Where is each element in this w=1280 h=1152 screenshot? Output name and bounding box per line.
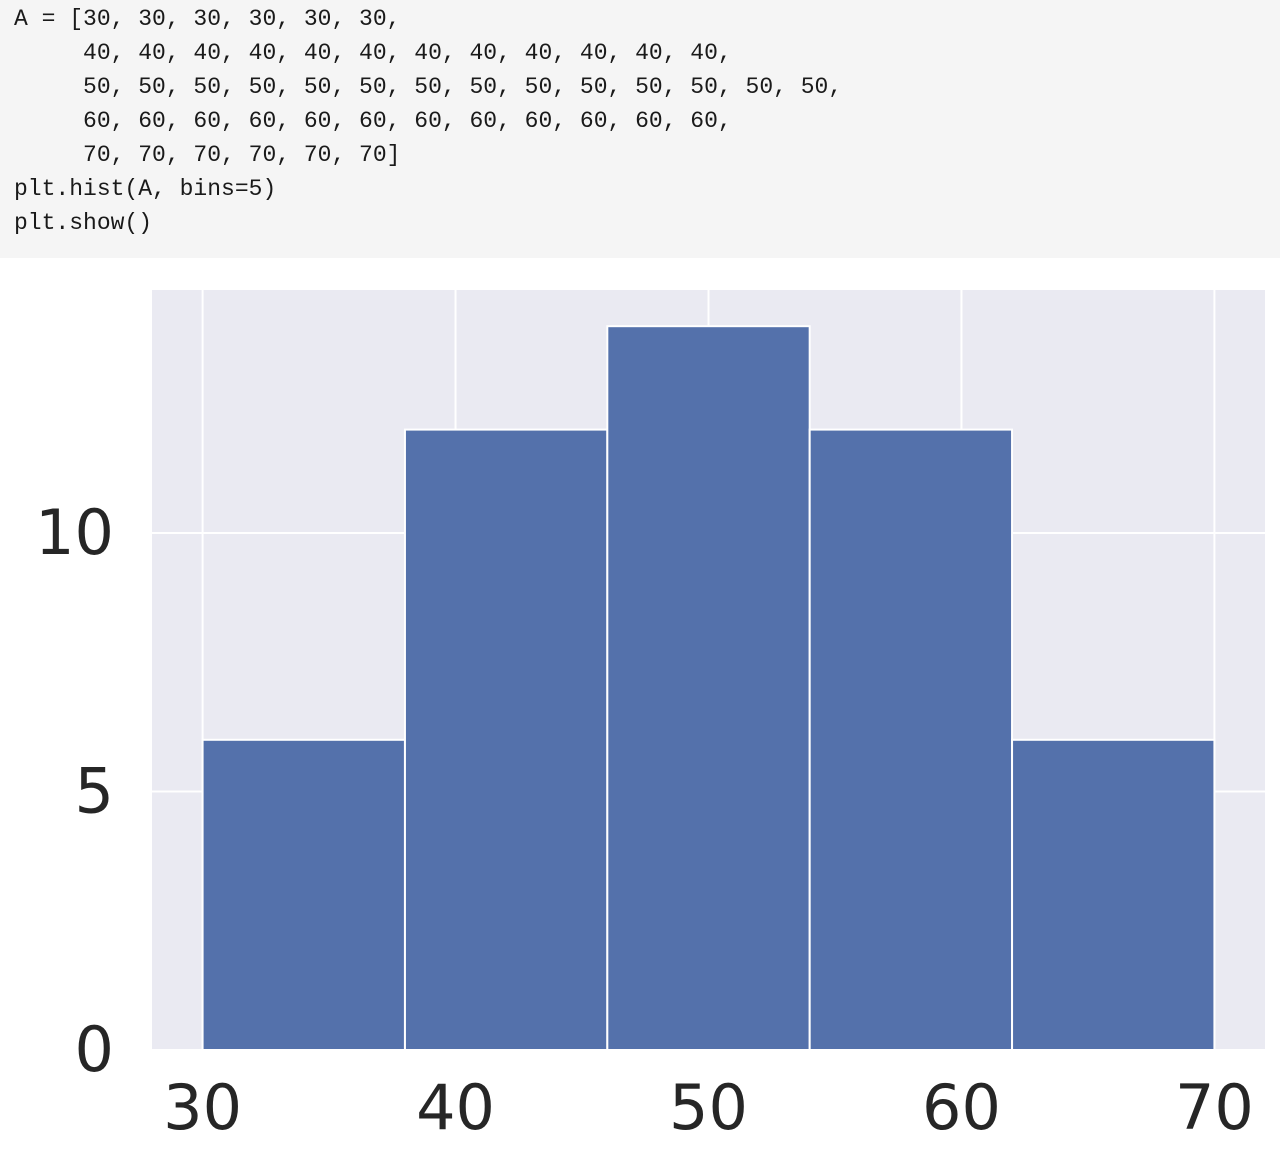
y-tick-label: 0 xyxy=(75,1013,114,1086)
bar xyxy=(201,738,406,1051)
x-tick-label: 30 xyxy=(163,1071,242,1144)
code-line: A = [30, 30, 30, 30, 30, 30, xyxy=(14,6,401,32)
bar xyxy=(808,428,1014,1051)
x-tick-label: 70 xyxy=(1175,1071,1254,1144)
code-line: plt.show() xyxy=(14,210,153,236)
code-line: 60, 60, 60, 60, 60, 60, 60, 60, 60, 60, … xyxy=(14,108,732,134)
y-tick-label: 10 xyxy=(35,496,114,569)
x-tick-label: 60 xyxy=(922,1071,1001,1144)
x-tick-label: 50 xyxy=(669,1071,748,1144)
code-line: 70, 70, 70, 70, 70, 70] xyxy=(14,142,401,168)
y-tick-label: 5 xyxy=(75,755,114,828)
code-line: 40, 40, 40, 40, 40, 40, 40, 40, 40, 40, … xyxy=(14,40,732,66)
code-line: 50, 50, 50, 50, 50, 50, 50, 50, 50, 50, … xyxy=(14,74,843,100)
code-line: plt.hist(A, bins=5) xyxy=(14,176,277,202)
x-tick-label: 40 xyxy=(416,1071,495,1144)
code-cell: A = [30, 30, 30, 30, 30, 30, 40, 40, 40,… xyxy=(0,0,1280,258)
bar xyxy=(606,325,811,1051)
bar xyxy=(403,428,609,1051)
bar xyxy=(1011,738,1216,1051)
